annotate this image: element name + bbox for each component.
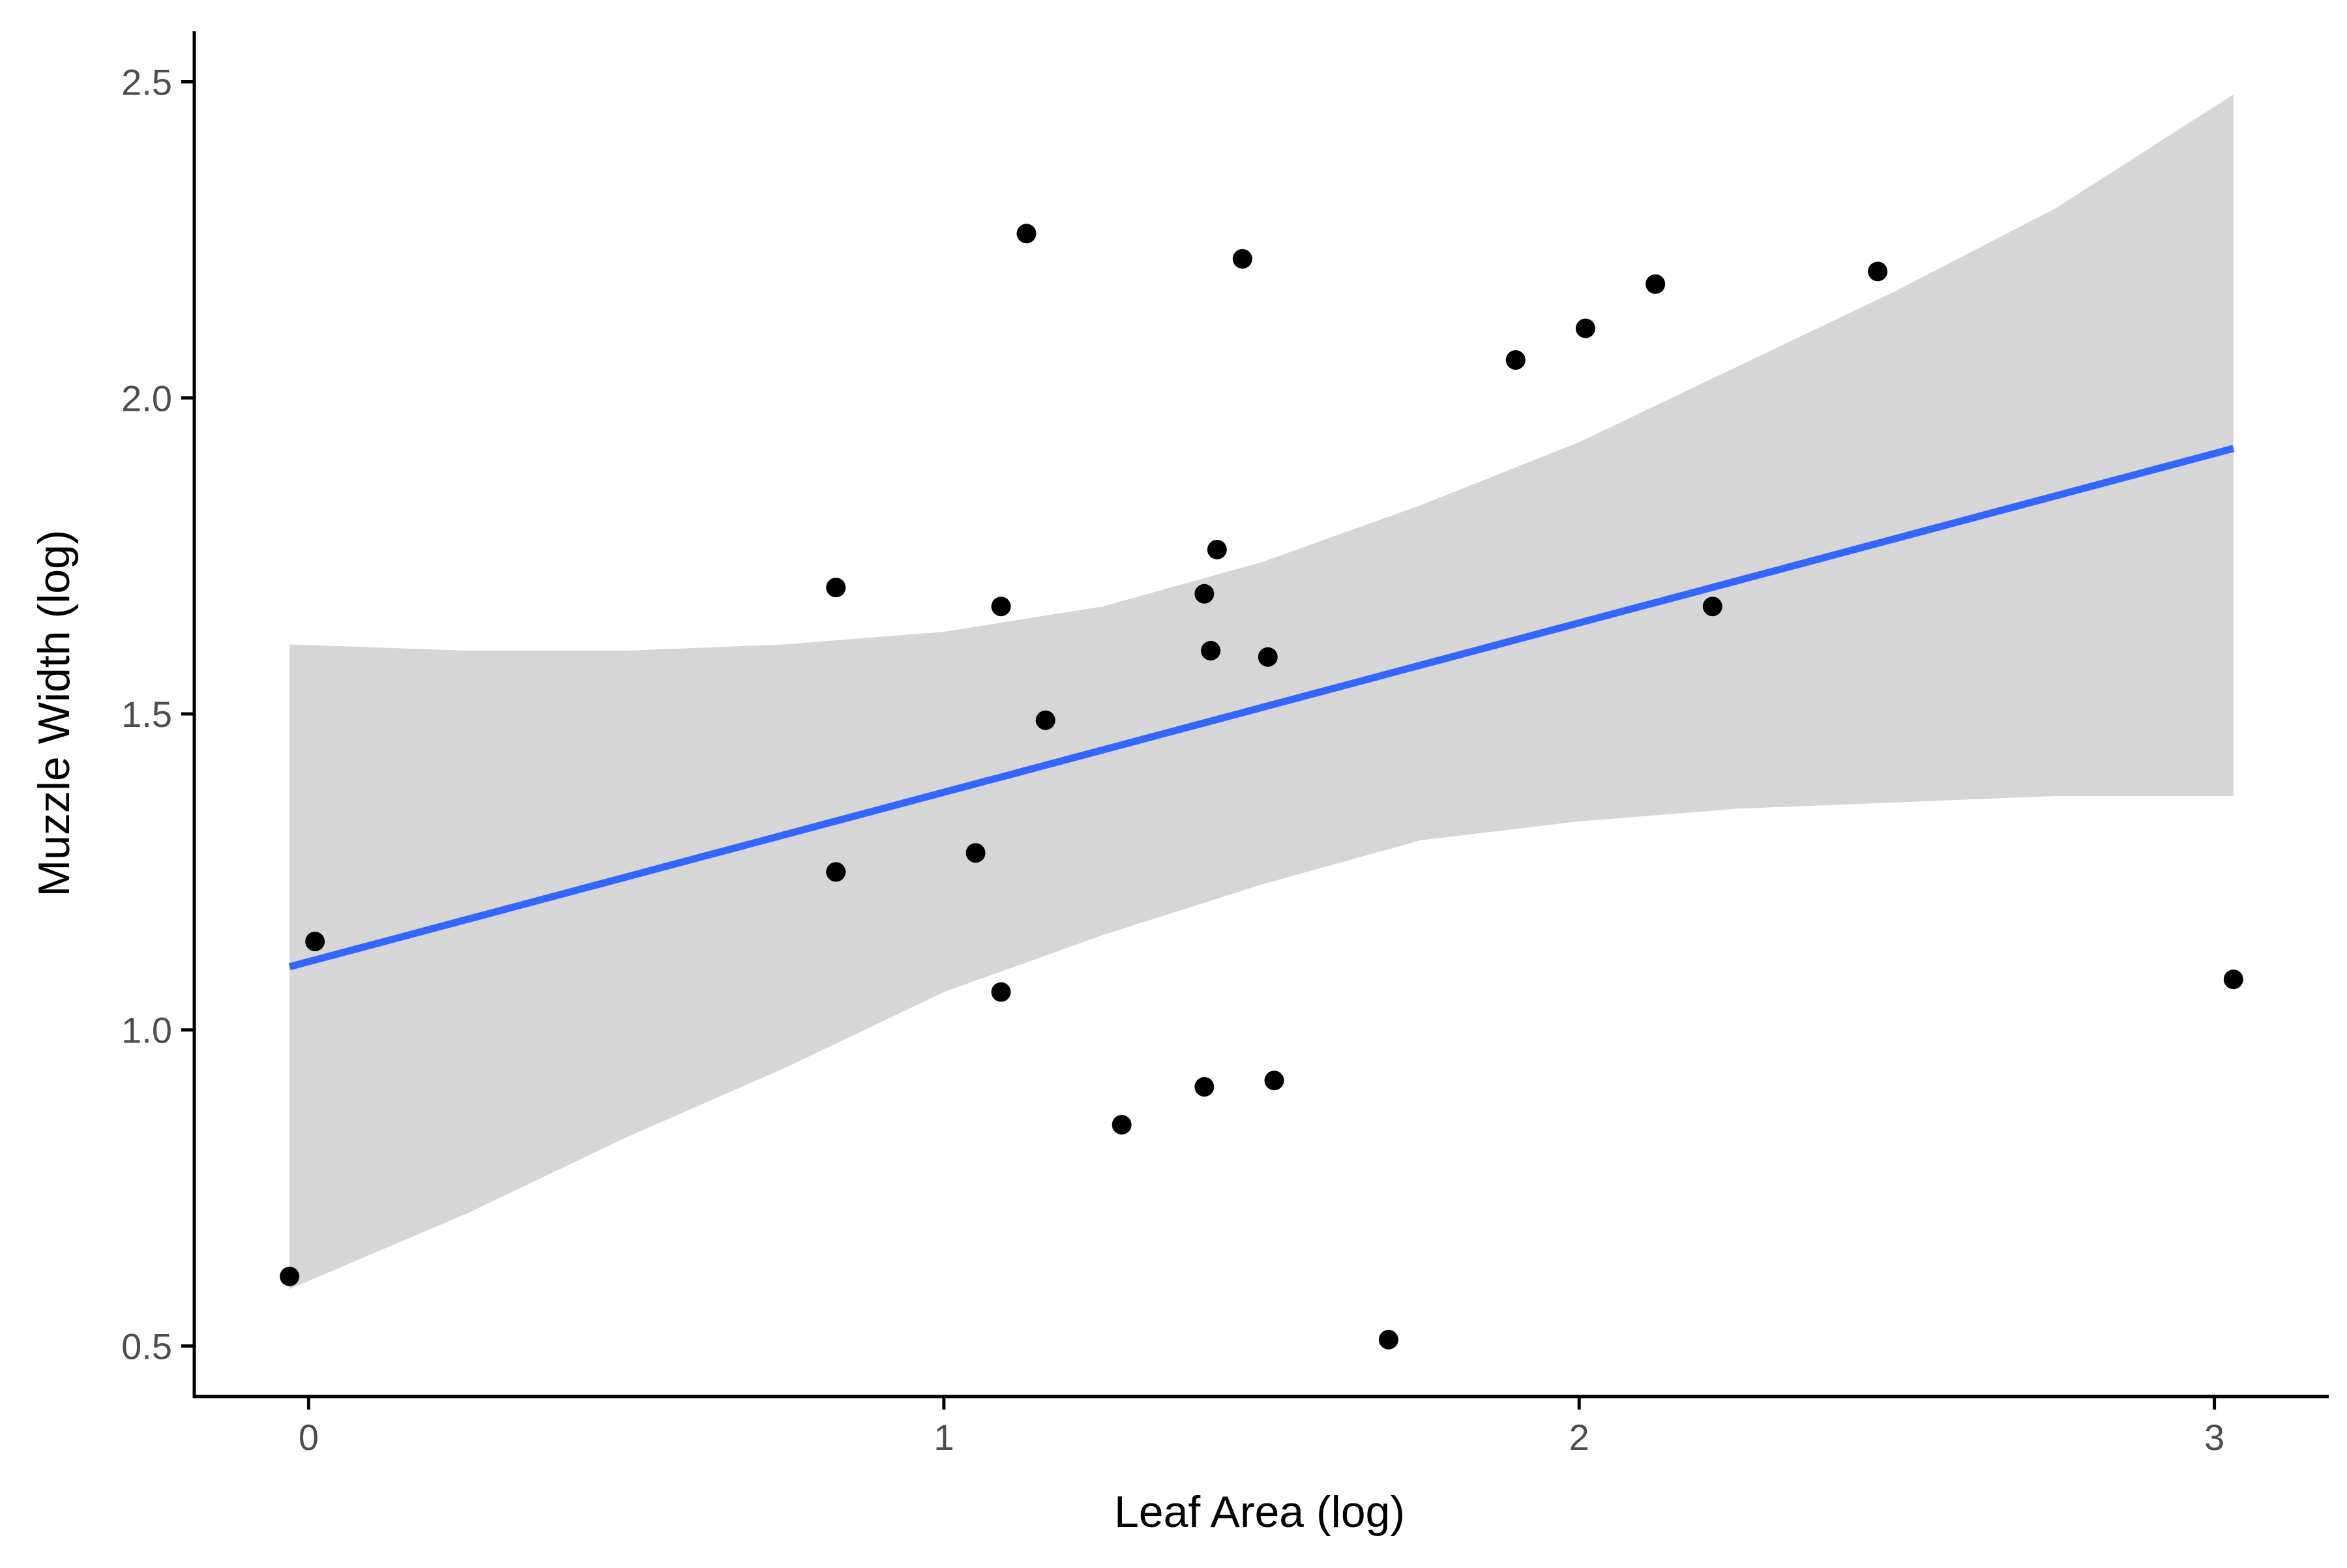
y-axis-title: Muzzle Width (log)	[29, 529, 79, 896]
data-point-24	[2223, 969, 2243, 990]
data-point-10	[1112, 1115, 1132, 1135]
data-point-13	[1201, 641, 1221, 661]
data-point-16	[1258, 647, 1278, 667]
data-point-23	[1868, 261, 1888, 282]
y-tick-label: 2.0	[121, 377, 172, 419]
confidence-band-layer	[289, 94, 2234, 1290]
y-tick-label: 2.5	[121, 62, 172, 103]
x-tick-label: 1	[934, 1417, 954, 1458]
axes-layer: 0 1 2 3 0.5 1.0 1.5 2.0 2.5	[121, 31, 2329, 1458]
data-point-22	[1702, 597, 1722, 617]
data-point-20	[1575, 318, 1595, 338]
data-point-5	[966, 843, 986, 863]
data-point-18	[1378, 1329, 1398, 1350]
points-layer	[280, 224, 2243, 1350]
data-point-15	[1232, 249, 1252, 269]
data-point-7	[991, 982, 1011, 1002]
regression-line	[288, 445, 2235, 971]
y-tick-label: 1.0	[121, 1010, 172, 1051]
x-axis-title: Leaf Area (log)	[1114, 1487, 1405, 1537]
y-tick-label: 1.5	[121, 694, 172, 735]
confidence-band	[289, 94, 2234, 1290]
fit-line-layer	[288, 445, 2235, 971]
data-point-1	[280, 1266, 300, 1286]
data-point-19	[1505, 350, 1526, 370]
data-point-14	[1207, 539, 1227, 559]
data-point-4	[826, 862, 846, 882]
x-tick-label: 0	[299, 1417, 319, 1458]
data-point-8	[1016, 224, 1037, 244]
data-point-3	[826, 578, 846, 598]
x-tick-label: 2	[1569, 1417, 1589, 1458]
data-point-17	[1264, 1071, 1284, 1091]
y-tick-label: 0.5	[121, 1325, 172, 1367]
data-point-12	[1194, 1076, 1215, 1097]
data-point-21	[1646, 274, 1666, 294]
data-point-2	[305, 932, 325, 951]
data-point-11	[1194, 584, 1215, 604]
data-point-6	[991, 597, 1011, 617]
x-tick-label: 3	[2204, 1417, 2224, 1458]
data-point-9	[1035, 710, 1055, 730]
